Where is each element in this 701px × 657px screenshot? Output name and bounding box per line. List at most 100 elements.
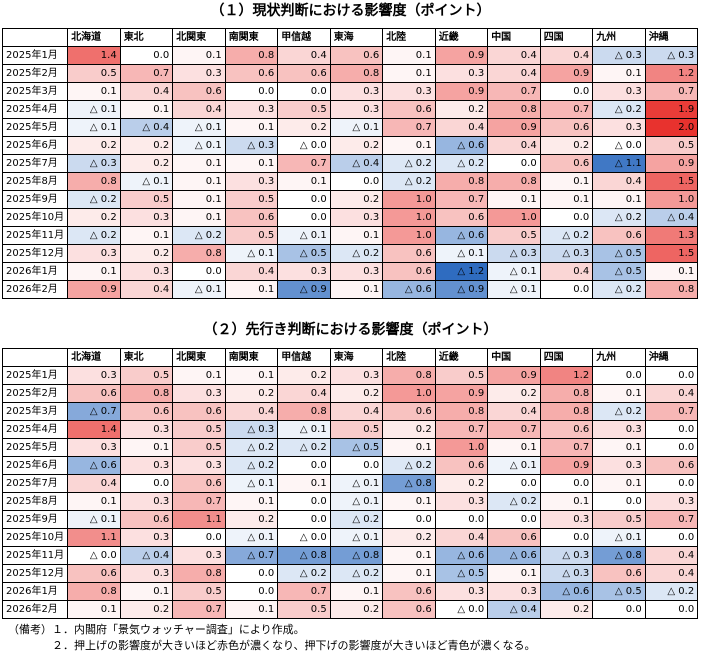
value-cell: 0.6 — [434, 208, 489, 227]
value-cell: 0.5 — [119, 190, 174, 209]
value-cell: 0.1 — [119, 226, 174, 245]
column-header: 北関東 — [172, 348, 226, 367]
value-cell: 0.0 — [277, 208, 331, 227]
value-cell: △ 0.6 — [487, 546, 541, 565]
row-label: 2025年1月 — [1, 46, 69, 65]
table-row: 2025年5月 △ 0.1 △ 0.4 △ 0.1 0.1 0.2 △ 0.1 0.7 0.4 0… — [1, 118, 699, 137]
value-cell: 0.0 — [277, 492, 331, 511]
value-cell: 0.0 — [119, 474, 174, 493]
value-cell: 0.1 — [487, 190, 541, 209]
value-cell: 0.6 — [382, 244, 436, 263]
table-row: 2025年6月 0.2 0.2 △ 0.1 △ 0.3 △ 0.0 0.2 0.1 △ 0.6 0… — [1, 136, 699, 155]
value-cell: 0.3 — [224, 100, 279, 119]
value-cell: 0.5 — [592, 510, 646, 529]
table-row: 2025年2月 0.5 0.7 0.3 0.6 0.6 0.8 0.1 0.3 0.4 0.9 0.1… — [1, 64, 699, 83]
value-cell: 0.2 — [329, 600, 384, 619]
value-cell: 0.3 — [329, 366, 384, 385]
row-label: 2025年12月 — [1, 244, 69, 263]
value-cell: 0.6 — [382, 582, 436, 601]
table-row: 2025年7月 △ 0.3 0.2 0.1 0.1 0.7 △ 0.4 △ 0.2 △ 0.2 0… — [1, 154, 699, 173]
value-cell: △ 0.4 — [119, 118, 174, 137]
outlook-judgment-table: 北海道 東北 北関東 南関東 甲信越 東海 北陸 近畿 中国 四国 九州 沖縄 2025年1月 0.3 0.… — [1, 348, 699, 619]
value-cell: 1.0 — [382, 226, 436, 245]
row-label: 2025年3月 — [1, 402, 69, 421]
value-cell: 0.1 — [119, 582, 174, 601]
value-cell: 0.4 — [644, 384, 699, 403]
value-cell: 0.9 — [434, 384, 489, 403]
value-cell: △ 0.2 — [329, 244, 384, 263]
value-cell: 0.1 — [172, 208, 226, 227]
value-cell: △ 0.5 — [329, 438, 384, 457]
value-cell: 0.1 — [172, 172, 226, 191]
corner-cell — [1, 348, 69, 367]
value-cell: △ 0.1 — [67, 510, 121, 529]
row-label: 2025年6月 — [1, 136, 69, 155]
value-cell: 0.1 — [382, 564, 436, 583]
value-cell: 0.7 — [434, 190, 489, 209]
value-cell: 0.5 — [329, 420, 384, 439]
value-cell: 0.6 — [539, 420, 594, 439]
value-cell: 0.3 — [329, 100, 384, 119]
value-cell: 0.1 — [329, 582, 384, 601]
value-cell: 0.6 — [67, 564, 121, 583]
value-cell: 1.1 — [172, 510, 226, 529]
notes: （備考）１．内閣府「景気ウォッチャー調査」により作成。 ２．押上げの影響度が大き… — [8, 622, 536, 654]
value-cell: 0.1 — [382, 438, 436, 457]
value-cell: 0.8 — [382, 366, 436, 385]
table-row: 2025年3月 0.1 0.4 0.6 0.0 0.0 0.3 0.3 0.9 0.7 0.0 0.3… — [1, 82, 699, 101]
note-line-1: （備考）１．内閣府「景気ウォッチャー調査」により作成。 — [8, 623, 305, 636]
value-cell: 0.3 — [67, 244, 121, 263]
value-cell: 0.0 — [539, 474, 594, 493]
value-cell: △ 0.8 — [382, 474, 436, 493]
value-cell: 0.6 — [172, 82, 226, 101]
value-cell: △ 0.3 — [644, 46, 699, 65]
value-cell: 0.6 — [592, 226, 646, 245]
value-cell: 0.1 — [224, 366, 279, 385]
column-header: 沖縄 — [644, 28, 699, 47]
value-cell: 0.1 — [382, 64, 436, 83]
value-cell: 0.7 — [644, 402, 699, 421]
value-cell: 0.1 — [119, 100, 174, 119]
value-cell: △ 0.5 — [592, 582, 646, 601]
value-cell: 0.1 — [539, 172, 594, 191]
value-cell: 0.3 — [119, 420, 174, 439]
row-label: 2025年7月 — [1, 474, 69, 493]
table-row: 2025年9月 △ 0.1 0.6 1.1 0.2 0.0 △ 0.2 0.0 0.0 0.0 0.… — [1, 510, 699, 529]
value-cell: 0.2 — [382, 528, 436, 547]
value-cell: 0.9 — [67, 280, 121, 299]
value-cell: 0.6 — [67, 384, 121, 403]
value-cell: △ 0.2 — [539, 226, 594, 245]
value-cell: 0.5 — [277, 600, 331, 619]
value-cell: 0.0 — [539, 528, 594, 547]
value-cell: 0.2 — [382, 420, 436, 439]
value-cell: △ 0.2 — [67, 226, 121, 245]
value-cell: 0.8 — [119, 384, 174, 403]
value-cell: △ 0.1 — [329, 474, 384, 493]
value-cell: 0.1 — [592, 190, 646, 209]
value-cell: 0.8 — [539, 384, 594, 403]
value-cell: △ 0.3 — [224, 136, 279, 155]
value-cell: △ 0.6 — [434, 136, 489, 155]
value-cell: △ 0.8 — [329, 546, 384, 565]
value-cell: 0.6 — [382, 100, 436, 119]
value-cell: 0.0 — [382, 510, 436, 529]
value-cell: △ 0.1 — [434, 244, 489, 263]
table-row: 2025年8月 0.8 △ 0.1 0.1 0.3 0.1 0.0 △ 0.2 0.8 0.8 0.… — [1, 172, 699, 191]
row-label: 2025年10月 — [1, 528, 69, 547]
value-cell: 0.0 — [644, 600, 699, 619]
value-cell: 0.0 — [592, 600, 646, 619]
value-cell: △ 0.2 — [644, 582, 699, 601]
value-cell: △ 0.2 — [487, 492, 541, 511]
value-cell: 0.6 — [119, 510, 174, 529]
value-cell: △ 0.1 — [224, 528, 279, 547]
value-cell: 0.3 — [539, 510, 594, 529]
row-label: 2025年11月 — [1, 546, 69, 565]
value-cell: △ 0.1 — [329, 492, 384, 511]
row-label: 2025年9月 — [1, 510, 69, 529]
column-header: 北海道 — [67, 28, 121, 47]
value-cell: 0.1 — [224, 154, 279, 173]
value-cell: 0.3 — [592, 82, 646, 101]
value-cell: 0.2 — [67, 208, 121, 227]
value-cell: △ 0.1 — [487, 262, 541, 281]
value-cell: 0.6 — [224, 64, 279, 83]
